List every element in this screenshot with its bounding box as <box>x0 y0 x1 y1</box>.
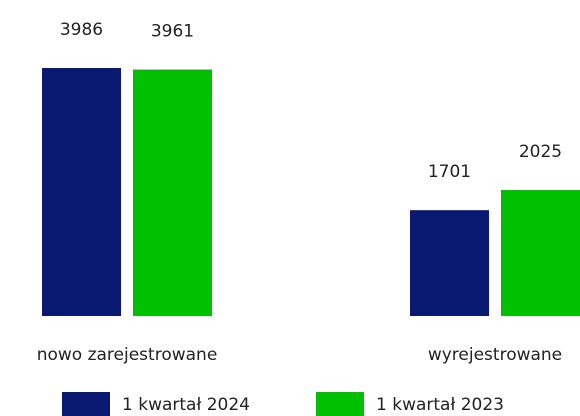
legend-swatch <box>62 392 110 416</box>
category-label: nowo zarejestrowane <box>37 345 218 365</box>
value-label: 3986 <box>60 20 103 40</box>
bar <box>501 190 580 316</box>
bar <box>410 210 489 316</box>
legend-label: 1 kwartał 2024 <box>122 395 250 415</box>
value-label: 2025 <box>519 142 562 162</box>
category-label: wyrejestrowane <box>428 345 562 365</box>
legend-swatch <box>316 392 364 416</box>
value-label: 3961 <box>151 22 194 42</box>
legend-label: 1 kwartał 2023 <box>376 395 504 415</box>
bar <box>42 68 121 316</box>
bar <box>133 69 212 316</box>
value-label: 1701 <box>428 162 471 182</box>
